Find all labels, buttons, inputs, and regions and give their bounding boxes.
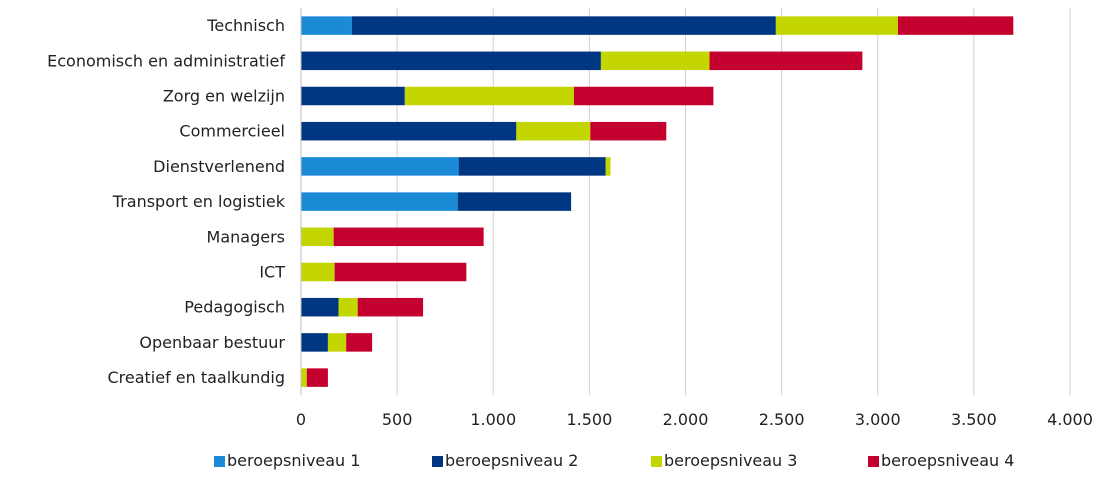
bars [301, 16, 1014, 387]
bar-transport-en-logistiek-niveau-2 [457, 192, 572, 211]
bar-commercieel-niveau-2 [301, 121, 517, 141]
bar-technisch-niveau-4 [897, 16, 1014, 35]
bar-technisch-niveau-2 [351, 16, 776, 35]
legend-label-1: beroepsniveau 1 [227, 451, 360, 470]
bar-ict-niveau-4 [334, 262, 467, 282]
legend-swatch-3 [651, 456, 662, 467]
x-tick-label: 2.000 [663, 410, 709, 429]
x-tick-label: 4.000 [1047, 410, 1093, 429]
bar-zorg-en-welzijn-niveau-4 [573, 86, 714, 106]
category-label-commercieel: Commercieel [179, 122, 285, 141]
category-label-openbaar-bestuur: Openbaar bestuur [139, 333, 285, 352]
bar-technisch-niveau-3 [775, 16, 898, 35]
bar-economisch-en-administratief-niveau-2 [301, 51, 601, 71]
category-label-dienstverlenend: Dienstverlenend [153, 157, 285, 176]
bar-commercieel-niveau-3 [516, 121, 591, 141]
x-tick-label: 1.000 [470, 410, 516, 429]
category-label-pedagogisch: Pedagogisch [184, 298, 285, 317]
legend-label-2: beroepsniveau 2 [445, 451, 578, 470]
legend: beroepsniveau 1 beroepsniveau 2 beroepsniv… [214, 451, 1014, 470]
bar-pedagogisch-niveau-4 [357, 297, 424, 317]
bar-openbaar-bestuur-niveau-3 [327, 333, 347, 352]
x-tick-label: 3.500 [951, 410, 997, 429]
bar-commercieel-niveau-4 [590, 121, 667, 141]
bar-dienstverlenend-niveau-2 [458, 157, 606, 176]
bar-creatief-en-taalkundig-niveau-3 [301, 368, 307, 387]
bar-technisch-niveau-1 [301, 16, 352, 35]
x-tick-label: 500 [382, 410, 413, 429]
bar-economisch-en-administratief-niveau-4 [709, 51, 863, 71]
bar-ict-niveau-3 [301, 262, 335, 282]
category-label-zorg-en-welzijn: Zorg en welzijn [163, 87, 285, 106]
category-label-technisch: Technisch [206, 16, 285, 35]
x-tick-label: 1.500 [566, 410, 612, 429]
bar-pedagogisch-niveau-2 [301, 297, 339, 317]
bar-transport-en-logistiek-niveau-1 [301, 192, 458, 211]
bar-openbaar-bestuur-niveau-4 [346, 333, 373, 352]
category-label-transport-en-logistiek: Transport en logistiek [112, 192, 286, 211]
legend-swatch-4 [868, 456, 879, 467]
legend-label-4: beroepsniveau 4 [881, 451, 1014, 470]
gridlines [396, 8, 1071, 396]
bar-dienstverlenend-niveau-1 [301, 157, 459, 176]
legend-label-3: beroepsniveau 3 [664, 451, 797, 470]
bar-openbaar-bestuur-niveau-2 [301, 333, 328, 352]
bar-economisch-en-administratief-niveau-3 [600, 51, 710, 71]
x-tick-label: 0 [296, 410, 306, 429]
legend-swatch-1 [214, 456, 225, 467]
bar-managers-niveau-3 [301, 227, 334, 247]
bar-dienstverlenend-niveau-3 [605, 157, 611, 176]
category-label-economisch-en-administratief: Economisch en administratief [47, 51, 285, 70]
category-label-managers: Managers [207, 227, 285, 246]
x-tick-label: 3.000 [855, 410, 901, 429]
legend-swatch-2 [432, 456, 443, 467]
bar-zorg-en-welzijn-niveau-2 [301, 86, 405, 106]
bar-zorg-en-welzijn-niveau-3 [404, 86, 574, 106]
category-label-ict: ICT [259, 263, 285, 282]
axes: 0 500 1.000 1.500 2.000 2.500 3.000 3.500 4.000 T… [47, 8, 1093, 429]
category-label-creatief-en-taalkundig: Creatief en taalkundig [107, 368, 285, 387]
bar-creatief-en-taalkundig-niveau-4 [306, 368, 328, 387]
bar-pedagogisch-niveau-3 [338, 297, 358, 317]
bar-managers-niveau-4 [333, 227, 484, 247]
x-tick-label: 2.500 [759, 410, 805, 429]
